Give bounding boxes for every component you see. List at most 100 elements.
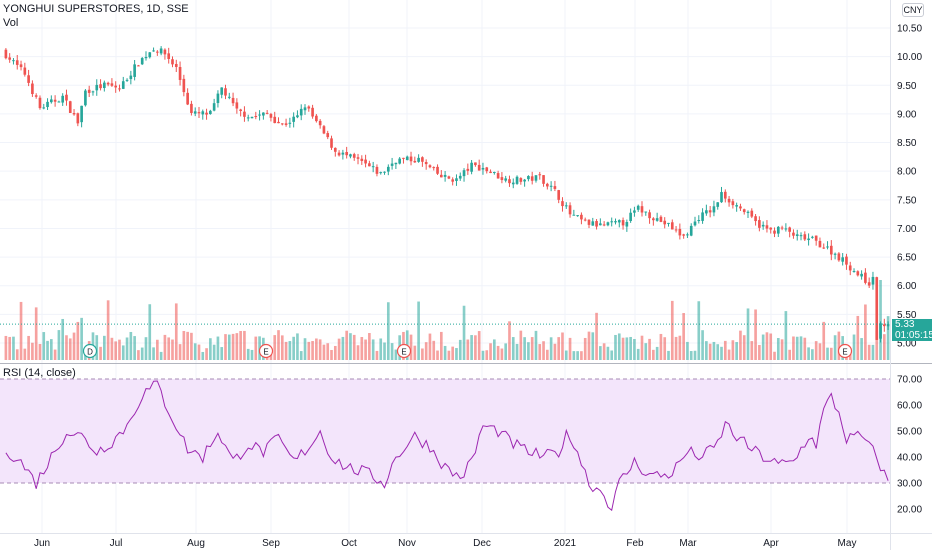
volume-bar — [125, 337, 129, 360]
volume-bar — [458, 339, 462, 360]
volume-bar — [95, 335, 99, 360]
candle-body — [258, 114, 261, 116]
volume-bar — [496, 345, 500, 360]
candle-body — [159, 48, 163, 54]
candle-body — [875, 277, 879, 340]
volume-bar — [227, 334, 231, 360]
candle-body — [216, 93, 220, 104]
candle-body — [8, 57, 12, 60]
volume-bar — [599, 346, 602, 360]
event-marker[interactable]: D — [82, 343, 98, 359]
volume-bar — [296, 333, 299, 360]
volume-bar — [693, 350, 697, 360]
candle-body — [364, 159, 367, 164]
volume-bar — [68, 338, 72, 360]
volume-bar — [829, 347, 833, 360]
candle-body — [780, 227, 784, 229]
volume-bar — [739, 330, 742, 360]
volume-bar — [508, 321, 511, 360]
currency-button[interactable]: CNY — [902, 3, 924, 17]
volume-bar — [436, 350, 439, 360]
candle-body — [345, 151, 348, 156]
price-axis[interactable]: 10.50 10.00 9.50 9.00 8.50 8.00 7.50 7.00 6.50 6.… — [897, 24, 922, 350]
volume-bar — [182, 330, 186, 360]
candle-body — [837, 253, 841, 261]
candle-body — [227, 96, 231, 98]
candle-body — [156, 51, 159, 53]
candle-body — [114, 85, 118, 88]
candle-body — [811, 236, 814, 238]
volume-bar — [580, 351, 583, 360]
candle-body — [882, 324, 886, 327]
candle-body — [860, 273, 863, 277]
volume-bar — [424, 342, 428, 360]
rsi-label[interactable]: RSI (14, close) — [3, 367, 76, 379]
candle-body — [209, 110, 212, 115]
volume-bar — [803, 337, 807, 360]
candle-body — [46, 101, 49, 108]
candle-body — [776, 226, 780, 234]
candle-body — [15, 60, 19, 65]
rsi-axis[interactable]: 70.00 60.00 50.00 40.00 30.00 20.00 — [897, 375, 922, 516]
volume-label[interactable]: Vol — [3, 17, 19, 29]
candle-body — [689, 225, 693, 236]
volume-bar — [788, 349, 791, 360]
candle-body — [659, 216, 663, 222]
candle-body — [250, 116, 254, 119]
volume-bar — [811, 349, 814, 360]
candle-body — [557, 190, 561, 200]
event-marker[interactable]: E — [258, 343, 274, 359]
volume-bar — [644, 343, 648, 360]
candle-body — [424, 162, 428, 165]
volume-bar — [246, 348, 250, 360]
rsi-tick-label: 70.00 — [897, 375, 922, 386]
volume-bar — [231, 333, 235, 360]
candle-body — [500, 177, 504, 181]
volume-bar — [735, 342, 738, 360]
volume-bar — [867, 344, 871, 360]
volume-bar — [879, 280, 882, 360]
volume-bar — [462, 305, 466, 360]
symbol-title[interactable]: YONGHUI SUPERSTORES, 1D, SSE — [3, 3, 189, 15]
volume-bar — [617, 333, 621, 360]
candle-body — [190, 103, 193, 113]
volume-bar — [190, 332, 193, 360]
time-axis[interactable]: Jun Jul Aug Sep Oct Nov Dec 2021 Feb Mar Apr May — [34, 538, 857, 549]
volume-bar — [379, 338, 383, 360]
volume-bar — [731, 340, 735, 360]
candle-body — [674, 229, 678, 231]
candle-body — [871, 276, 875, 285]
volume-bar — [477, 331, 481, 360]
candle-body — [610, 221, 614, 223]
volume-bar — [447, 350, 451, 360]
candle-body — [508, 179, 511, 184]
volume-bar — [530, 337, 534, 360]
candle-body — [546, 183, 549, 187]
volume-bars — [4, 280, 890, 360]
candle-body — [693, 221, 697, 226]
candle-body — [118, 88, 121, 90]
volume-bar — [576, 351, 579, 360]
volume-bar — [864, 304, 867, 360]
volume-bar — [455, 348, 458, 360]
candle-body — [636, 205, 640, 210]
volume-bar — [371, 339, 375, 360]
candle-body — [845, 256, 848, 265]
volume-bar — [708, 343, 712, 360]
volume-bar — [280, 335, 284, 360]
volume-bar — [103, 335, 106, 360]
volume-bar — [822, 321, 826, 360]
volume-bar — [561, 332, 564, 360]
volume-bar — [795, 336, 799, 360]
volume-bar — [489, 343, 492, 360]
event-marker[interactable]: E — [396, 343, 412, 359]
volume-bar — [159, 351, 163, 360]
candle-body — [133, 64, 136, 77]
candle-body — [599, 223, 602, 226]
candle-body — [318, 120, 322, 126]
event-marker[interactable]: E — [837, 343, 853, 359]
candle-body — [739, 206, 742, 209]
volume-bar — [364, 339, 367, 360]
